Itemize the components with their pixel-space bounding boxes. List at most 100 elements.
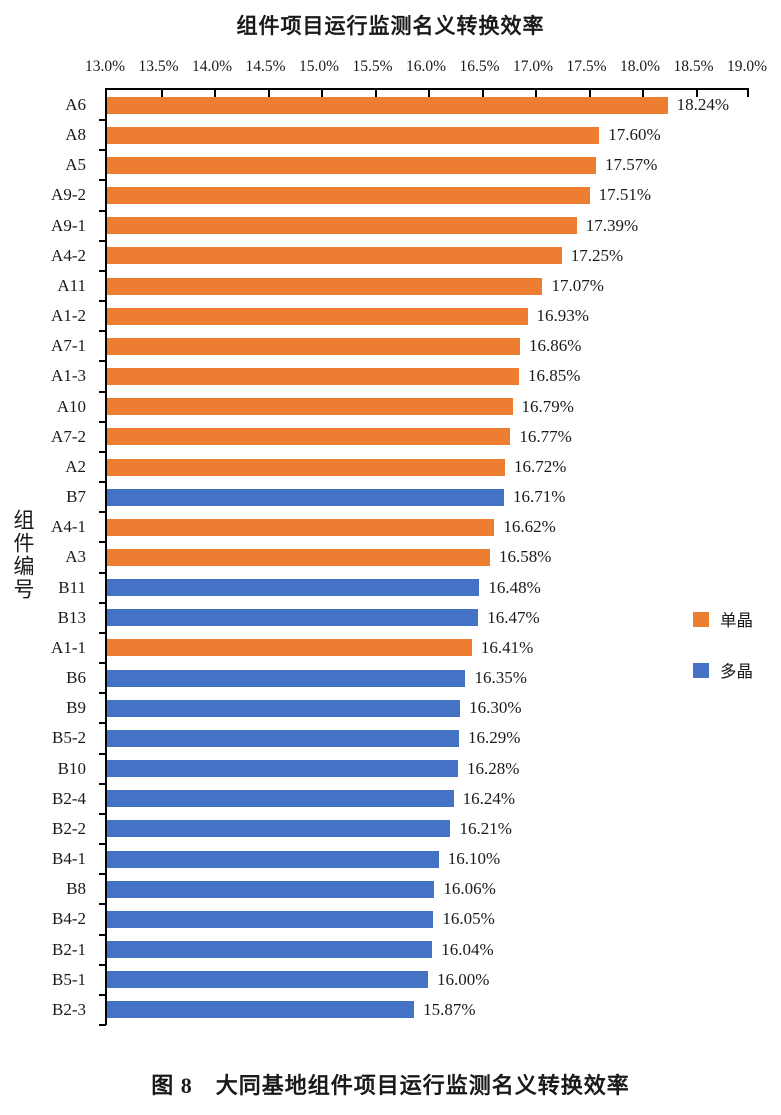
y-tick-mark [99, 571, 106, 574]
y-tick-mark [99, 269, 106, 272]
value-label: 16.62% [503, 517, 556, 537]
value-label: 16.77% [519, 426, 572, 446]
x-tick-mark [535, 90, 537, 97]
bar [107, 820, 451, 838]
category-label: B4-1 [52, 849, 86, 869]
bar [107, 337, 521, 355]
value-label: 16.41% [480, 637, 534, 657]
category-label: B2-1 [52, 939, 86, 959]
y-tick-mark [99, 812, 106, 815]
category-label: A6 [65, 95, 86, 114]
value-label: 16.93% [536, 306, 589, 326]
value-label: 17.25% [570, 245, 624, 265]
value-label: 16.10% [447, 849, 501, 869]
x-tick-mark [267, 90, 270, 97]
y-tick-mark [99, 390, 106, 393]
y-tick-mark [99, 873, 106, 876]
category-label: A8 [65, 125, 86, 145]
x-tick-label: 17.5% [566, 58, 607, 75]
y-tick-mark [99, 933, 106, 936]
bar [107, 156, 596, 174]
value-label: 16.30% [469, 698, 522, 718]
category-label: A5 [65, 155, 86, 175]
x-tick-mark [214, 90, 216, 97]
value-label: 16.85% [527, 366, 581, 386]
category-label: B11 [58, 577, 86, 597]
x-tick-mark [321, 90, 323, 97]
category-label: A1-2 [51, 306, 86, 326]
y-tick-mark [99, 782, 106, 785]
bar [107, 850, 439, 868]
y-tick-mark [99, 963, 106, 966]
value-label: 15.87% [423, 999, 476, 1019]
x-tick-label: 14.5% [245, 58, 286, 75]
y-axis-title: 组件编号 [11, 509, 35, 601]
chart-title: 组件项目运行监测名义转换效率 [236, 14, 545, 38]
x-tick-label: 16.0% [405, 58, 447, 75]
x-tick-label: 13.0% [84, 58, 126, 75]
bar [107, 398, 513, 416]
bar [107, 609, 479, 627]
bar [107, 971, 428, 989]
x-tick-label: 17.0% [512, 58, 554, 75]
y-tick-mark [99, 209, 106, 212]
category-label: A7-2 [51, 426, 86, 446]
category-label: A4-2 [51, 245, 86, 265]
x-tick-label: 15.5% [352, 58, 393, 75]
category-label: B8 [66, 879, 86, 899]
y-tick-mark [99, 692, 106, 695]
category-label: A4-1 [51, 517, 86, 537]
y-tick-mark [99, 601, 106, 604]
bar [107, 790, 454, 808]
value-label: 16.04% [441, 939, 494, 959]
x-tick-mark [642, 90, 644, 97]
x-tick-label: 15.0% [298, 58, 340, 75]
y-tick-mark [99, 360, 106, 363]
y-tick-mark [99, 420, 106, 423]
plot-area: A6 18.24% A8 17.60% A5 17.57% A9-2 17.51% A9-1 17… [51, 88, 749, 1026]
category-label: A9-1 [51, 215, 86, 235]
x-tick-mark [160, 90, 163, 97]
bar [107, 729, 460, 747]
value-label: 16.72% [514, 456, 567, 476]
x-tick-mark [695, 90, 698, 97]
category-label: B2-4 [52, 788, 86, 808]
value-label: 16.71% [512, 487, 566, 507]
y-tick-mark [99, 179, 106, 182]
value-label: 16.24% [462, 788, 516, 808]
category-label: A1-1 [51, 637, 86, 657]
category-label: B13 [57, 607, 86, 627]
category-label: B10 [57, 758, 86, 778]
category-label: A10 [56, 396, 86, 416]
value-label: 18.24% [676, 95, 730, 114]
category-label: A7-1 [51, 336, 86, 356]
value-label: 16.79% [521, 396, 574, 416]
y-tick-mark [99, 450, 106, 453]
y-tick-mark [99, 903, 106, 906]
legend-item-mono: 单晶 [693, 607, 753, 631]
category-label: A3 [65, 547, 86, 567]
figure-caption: 图 8 大同基地组件项目运行监测名义转换效率 [151, 1073, 630, 1098]
value-label: 16.47% [487, 607, 540, 627]
y-tick-mark [99, 1024, 106, 1026]
bar [107, 941, 433, 959]
bar [107, 910, 434, 928]
bar [107, 579, 480, 597]
bar [107, 368, 519, 386]
bar [107, 699, 461, 717]
y-tick-mark [99, 239, 106, 242]
bar [107, 428, 511, 446]
y-tick-mark [99, 481, 106, 484]
bar [107, 187, 590, 205]
category-label: B2-3 [52, 999, 86, 1019]
value-label: 17.07% [551, 275, 604, 295]
value-label: 16.21% [459, 818, 512, 838]
bar [107, 247, 562, 265]
value-label: 16.48% [488, 577, 541, 597]
category-label: B9 [66, 698, 86, 718]
value-label: 16.35% [474, 668, 527, 688]
bar [107, 277, 543, 295]
value-label: 16.00% [437, 969, 490, 989]
bar [107, 518, 495, 536]
